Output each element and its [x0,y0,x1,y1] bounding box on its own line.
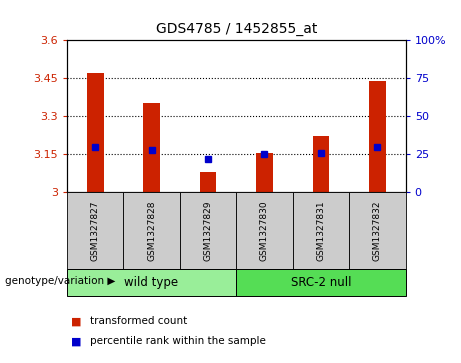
Text: GSM1327832: GSM1327832 [373,200,382,261]
Bar [87,73,104,192]
FancyBboxPatch shape [236,192,293,269]
Title: GDS4785 / 1452855_at: GDS4785 / 1452855_at [155,22,317,36]
Text: transformed count: transformed count [90,316,187,326]
Text: SRC-2 null: SRC-2 null [291,276,351,289]
Text: percentile rank within the sample: percentile rank within the sample [90,336,266,346]
FancyBboxPatch shape [293,192,349,269]
Text: wild type: wild type [124,276,178,289]
Text: ■: ■ [71,336,82,346]
Bar [143,103,160,192]
Text: GSM1327831: GSM1327831 [316,200,325,261]
Bar [313,136,330,192]
Text: GSM1327829: GSM1327829 [203,200,213,261]
FancyBboxPatch shape [236,269,406,296]
FancyBboxPatch shape [67,192,123,269]
FancyBboxPatch shape [123,192,180,269]
Text: genotype/variation ▶: genotype/variation ▶ [5,276,115,286]
Text: GSM1327828: GSM1327828 [147,200,156,261]
Text: ■: ■ [71,316,82,326]
FancyBboxPatch shape [349,192,406,269]
Text: GSM1327830: GSM1327830 [260,200,269,261]
Bar [256,153,273,192]
Bar [369,81,386,192]
FancyBboxPatch shape [180,192,236,269]
FancyBboxPatch shape [67,269,236,296]
Text: GSM1327827: GSM1327827 [90,200,100,261]
Bar [200,172,217,192]
